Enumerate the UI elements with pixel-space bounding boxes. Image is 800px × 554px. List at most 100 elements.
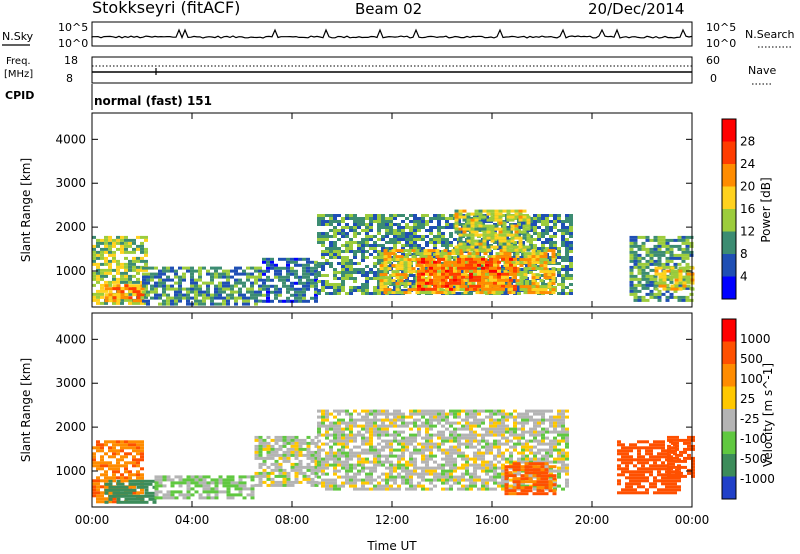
heatmap-cell (146, 275, 150, 279)
heatmap-cell (437, 433, 441, 437)
heatmap-cell (665, 277, 670, 281)
heatmap-cell (497, 433, 501, 437)
heatmap-cell (401, 424, 405, 428)
heatmap-cell (510, 236, 515, 240)
heatmap-cell (549, 259, 553, 262)
heatmap-cell (369, 244, 373, 247)
heatmap-cell (441, 238, 445, 241)
heatmap-cell (417, 284, 421, 288)
heatmap-cell (274, 453, 279, 457)
heatmap-cell (132, 256, 136, 260)
heatmap-cell (353, 268, 357, 271)
heatmap-cell (433, 284, 437, 288)
heatmap-cell (569, 256, 573, 259)
heatmap-cell (449, 466, 453, 470)
heatmap-cell (633, 277, 638, 281)
heatmap-cell (306, 477, 311, 481)
heatmap-cell (661, 262, 666, 266)
heatmap-cell (96, 497, 100, 501)
heatmap-cell (557, 262, 561, 265)
heatmap-cell (401, 415, 405, 419)
heatmap-cell (541, 427, 545, 431)
heatmap-cell (302, 284, 306, 288)
heatmap-cell (96, 244, 100, 248)
heatmap-cell (198, 496, 203, 500)
heatmap-cell (539, 288, 544, 292)
heatmap-cell (561, 232, 565, 235)
heatmap-cell (286, 278, 290, 282)
heatmap-cell (682, 284, 687, 288)
heatmap-cell (389, 475, 393, 479)
heatmap-cell (345, 436, 349, 440)
heatmap-cell (541, 223, 545, 226)
heatmap-cell (314, 471, 319, 475)
heatmap-cell (124, 488, 129, 492)
heatmap-cell (457, 433, 461, 437)
heatmap-cell (453, 433, 457, 437)
heatmap-cell (421, 484, 425, 488)
heatmap-cell (385, 430, 389, 434)
heatmap-cell (270, 263, 274, 267)
heatmap-cell (381, 421, 385, 425)
heatmap-cell (294, 287, 298, 291)
heatmap-cell (258, 269, 262, 273)
heatmap-cell (373, 250, 377, 253)
heatmap-cell (341, 277, 345, 280)
heatmap-cell (194, 484, 199, 488)
heatmap-cell (449, 424, 453, 428)
heatmap-cell (531, 249, 536, 253)
heatmap-cell (262, 438, 267, 442)
heatmap-cell (657, 259, 662, 263)
heatmap-cell (474, 239, 479, 243)
heatmap-cell (641, 295, 646, 299)
heatmap-cell (421, 424, 425, 428)
heatmap-cell (493, 232, 497, 235)
heatmap-cell (96, 467, 100, 471)
heatmap-cell (569, 244, 573, 247)
heatmap-cell (457, 292, 461, 295)
heatmap-cell (543, 249, 548, 253)
colorbar-tick-label: 8 (740, 247, 748, 261)
heatmap-cell (104, 287, 109, 291)
heatmap-cell (258, 272, 262, 276)
heatmap-cell (116, 277, 120, 281)
heatmap-cell (501, 271, 505, 274)
heatmap-cell (449, 214, 453, 217)
heatmap-cell (490, 233, 495, 237)
heatmap-cell (357, 478, 361, 482)
heatmap-cell (657, 247, 662, 251)
heatmap-cell (501, 421, 505, 425)
heatmap-cell (543, 273, 548, 277)
heatmap-cell (637, 265, 642, 269)
heatmap-cell (565, 250, 569, 253)
heatmap-cell (345, 475, 349, 479)
heatmap-cell (266, 278, 270, 282)
heatmap-cell (306, 272, 310, 276)
heatmap-cell (481, 481, 485, 485)
heatmap-cell (186, 290, 190, 294)
heatmap-cell (543, 285, 548, 289)
heatmap-cell (417, 430, 421, 434)
heatmap-cell (140, 268, 144, 272)
heatmap-cell (449, 436, 453, 440)
heatmap-cell (569, 235, 573, 238)
heatmap-cell (497, 427, 501, 431)
heatmap-cell (132, 268, 136, 272)
heatmap-cell (499, 291, 504, 295)
heatmap-cell (357, 412, 361, 416)
heatmap-cell (486, 233, 491, 237)
heatmap-cell (242, 475, 247, 479)
heatmap-cell (112, 280, 116, 284)
heatmap-cell (489, 475, 493, 479)
heatmap-cell (537, 430, 541, 434)
heatmap-cell (561, 241, 565, 244)
heatmap-cell (509, 412, 513, 416)
heatmap-cell (481, 284, 485, 288)
heatmap-cell (459, 273, 464, 277)
heatmap-cell (314, 269, 318, 273)
heatmap-cell (132, 443, 136, 447)
heatmap-cell (341, 484, 345, 488)
heatmap-cell (379, 282, 384, 286)
heatmap-cell (421, 281, 425, 285)
heatmap-cell (178, 278, 182, 282)
